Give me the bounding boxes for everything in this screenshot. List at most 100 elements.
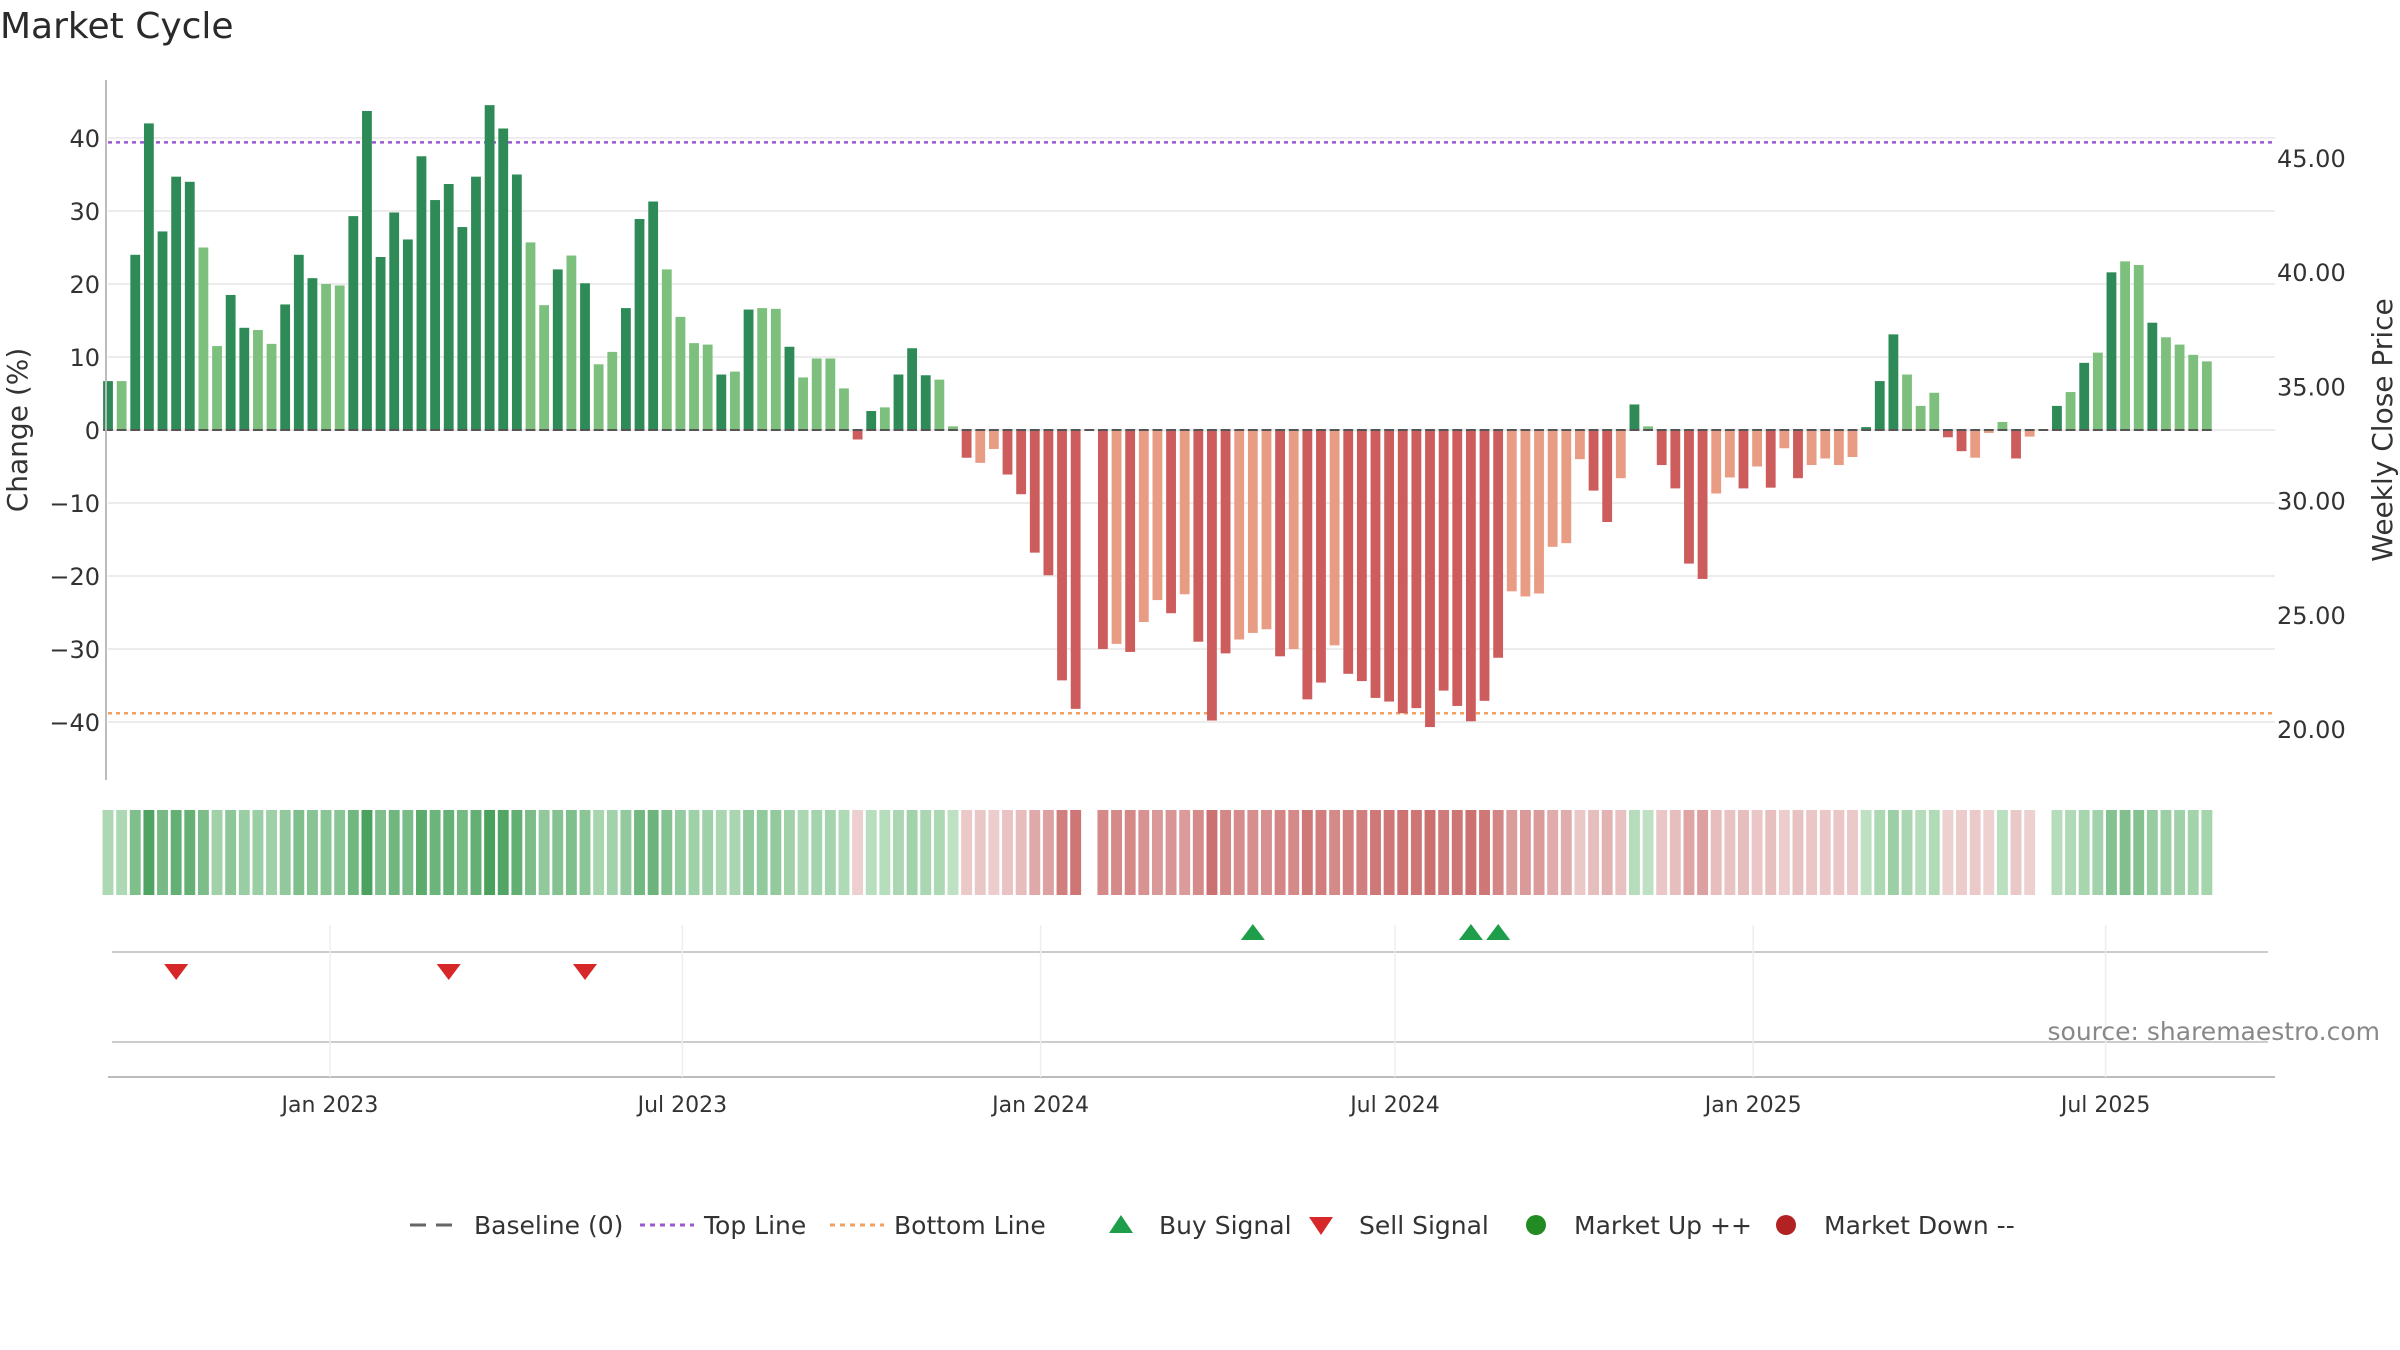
heat-cell	[402, 810, 414, 895]
change-bar	[1520, 430, 1531, 597]
heat-cell	[974, 810, 986, 895]
heat-cell	[729, 810, 741, 895]
change-bar	[1207, 430, 1217, 721]
change-bar	[2120, 261, 2130, 430]
heat-cell	[1806, 810, 1818, 895]
change-bar	[661, 269, 672, 430]
heat-cell	[552, 810, 564, 895]
change-bar	[811, 358, 822, 430]
heat-cell	[1560, 810, 1572, 895]
heat-cell	[1383, 810, 1395, 895]
change-bar	[1220, 430, 1231, 654]
legend: Baseline (0) Top Line Bottom Line Buy Signa…	[410, 1211, 2015, 1240]
change-bar	[879, 407, 890, 430]
change-bar	[1506, 430, 1517, 592]
change-bar	[1970, 430, 1981, 458]
change-bar	[2011, 430, 2021, 459]
heat-cell	[893, 810, 904, 895]
heat-cell	[2024, 810, 2036, 895]
change-bar	[1547, 430, 1558, 547]
heat-cell	[1996, 810, 2008, 895]
heat-cell	[347, 810, 359, 895]
change-bar	[362, 110, 372, 431]
legend-swatch-triangle-down	[1309, 1217, 1333, 1235]
change-bar	[1820, 430, 1831, 459]
change-bar	[293, 254, 304, 430]
change-bar	[934, 379, 945, 430]
heat-cell	[2078, 810, 2090, 895]
heat-cell	[661, 810, 673, 895]
legend-swatch-circle	[1776, 1215, 1796, 1235]
heat-cell	[279, 810, 291, 895]
change-bar	[1356, 430, 1367, 682]
change-bar	[2106, 272, 2117, 430]
change-bar	[130, 254, 141, 430]
heat-cell	[933, 810, 945, 895]
heat-cell	[1738, 810, 1749, 895]
heat-cell	[961, 810, 973, 895]
legend-item: Baseline (0)	[410, 1211, 623, 1240]
heat-cell	[102, 810, 114, 895]
change-bar	[1793, 430, 1803, 479]
change-bar	[321, 284, 331, 430]
change-bar	[825, 358, 836, 430]
heat-cell	[852, 810, 864, 895]
gridlines	[108, 137, 2275, 723]
y-tick-label: 0	[85, 417, 100, 445]
change-bar	[2092, 352, 2103, 430]
change-bar	[1643, 426, 1653, 430]
heat-cell	[1765, 810, 1777, 895]
heat-cell	[565, 810, 577, 895]
buy-signal-marker	[1458, 924, 1483, 940]
reference-lines	[108, 141, 2275, 715]
change-bar	[2079, 362, 2090, 430]
change-bar	[1043, 430, 1054, 576]
change-bar	[593, 364, 604, 430]
change-bar	[961, 430, 972, 458]
heat-cell	[525, 810, 536, 895]
legend-item: Sell Signal	[1309, 1211, 1489, 1240]
heat-cell	[988, 810, 1000, 895]
heat-cell	[1342, 810, 1354, 895]
change-bar	[266, 343, 277, 430]
heat-cell	[1833, 810, 1845, 895]
change-bar	[280, 304, 291, 430]
change-bar	[702, 344, 713, 430]
change-bar	[1070, 430, 1081, 709]
heat-cell	[1329, 810, 1341, 895]
heat-cell	[1983, 810, 1995, 895]
change-bar	[1588, 430, 1599, 491]
heat-cell	[361, 810, 373, 895]
change-bar	[348, 216, 359, 430]
change-bar	[1425, 430, 1435, 728]
change-bar	[1397, 430, 1408, 714]
buy-signal-marker	[1486, 924, 1511, 940]
change-bar	[1152, 430, 1163, 601]
heat-cell	[1138, 810, 1150, 895]
heat-cell	[484, 810, 496, 895]
change-bar	[1629, 404, 1640, 430]
heat-cell	[1247, 810, 1259, 895]
change-bar	[1193, 430, 1204, 642]
change-bar	[1902, 374, 1912, 430]
change-bar	[1029, 430, 1040, 553]
change-bar	[1779, 430, 1790, 449]
buy-signal-marker	[1240, 924, 1265, 940]
y-tick-label: 20	[69, 271, 100, 299]
change-bar	[171, 176, 182, 430]
change-bar	[948, 426, 958, 430]
heat-cell	[2051, 810, 2063, 895]
heat-cell	[334, 810, 346, 895]
change-bar	[1316, 430, 1326, 683]
x-tick-label: Jan 2023	[280, 1093, 379, 1118]
heat-cell	[947, 810, 959, 895]
heat-cell	[1669, 810, 1681, 895]
heat-cell	[2133, 810, 2145, 895]
change-bar	[907, 348, 918, 430]
heat-cell	[1656, 810, 1668, 895]
legend-item: Bottom Line	[830, 1211, 1046, 1240]
x-tick-label: Jan 2025	[1703, 1093, 1802, 1118]
change-bar	[566, 255, 577, 430]
heat-cell	[1438, 810, 1450, 895]
change-bar	[457, 227, 468, 430]
